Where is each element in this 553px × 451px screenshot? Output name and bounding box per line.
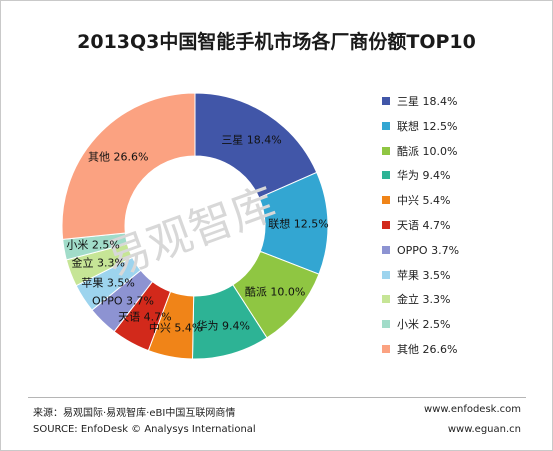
legend-label-8: 金立 3.3%: [397, 293, 451, 307]
legend-label-4: 中兴 5.4%: [397, 194, 451, 208]
slice-label-0: 三星 18.4%: [221, 133, 281, 146]
legend-swatch-9: [382, 320, 390, 329]
slice-label-1: 联想 12.5%: [268, 217, 328, 231]
legend-item-4: 中兴 5.4%: [382, 192, 459, 217]
legend-swatch-1: [382, 121, 390, 130]
legend-label-5: 天语 4.7%: [397, 218, 451, 232]
legend-swatch-3: [382, 171, 390, 180]
legend: 三星 18.4% 联想 12.5% 酷派 10.0% 华为 9.4% 中兴 5.4% 天语…: [382, 93, 459, 366]
source-cn: 来源：易观国际·易观智库·eBI中国互联网商情: [33, 408, 236, 419]
legend-swatch-2: [382, 146, 390, 155]
legend-swatch-7: [382, 270, 390, 279]
legend-item-7: 苹果 3.5%: [382, 267, 459, 292]
legend-label-7: 苹果 3.5%: [397, 268, 451, 282]
legend-item-6: OPPO 3.7%: [382, 242, 459, 267]
slice-label-3: 华为 9.4%: [197, 319, 250, 333]
slice-label-7: 苹果 3.5%: [81, 275, 134, 289]
slice-10: [61, 92, 196, 240]
legend-label-3: 华为 9.4%: [397, 169, 451, 183]
legend-item-0: 三星 18.4%: [382, 93, 459, 118]
slice-label-6: OPPO 3.7%: [92, 294, 154, 307]
donut-chart: 易观智库 三星 18.4%联想 12.5%酷派 10.0%华为 9.4%中兴 5…: [61, 92, 329, 360]
slice-label-4: 中兴 5.4%: [149, 322, 202, 335]
legend-label-10: 其他 26.6%: [397, 342, 458, 356]
legend-label-2: 酷派 10.0%: [397, 144, 458, 158]
legend-label-9: 小米 2.5%: [397, 318, 451, 332]
legend-swatch-0: [382, 97, 390, 105]
legend-item-2: 酷派 10.0%: [382, 143, 459, 168]
legend-label-0: 三星 18.4%: [397, 95, 458, 108]
legend-item-9: 小米 2.5%: [382, 316, 459, 341]
slice-label-10: 其他 26.6%: [88, 151, 148, 164]
url-eguan: www.eguan.cn: [447, 424, 521, 435]
legend-item-1: 联想 12.5%: [382, 118, 459, 143]
footer-divider: [28, 397, 526, 398]
legend-item-10: 其他 26.6%: [382, 341, 459, 366]
legend-swatch-6: [382, 245, 390, 254]
legend-item-5: 天语 4.7%: [382, 217, 459, 242]
legend-label-1: 联想 12.5%: [397, 119, 458, 133]
legend-item-3: 华为 9.4%: [382, 167, 459, 192]
slice-label-9: 小米 2.5%: [66, 238, 119, 251]
legend-swatch-10: [382, 344, 390, 353]
slice-label-8: 金立 3.3%: [71, 256, 124, 270]
slice-label-2: 酷派 10.0%: [245, 285, 305, 298]
source-en: SOURCE: EnfoDesk © Analysys Internationa…: [33, 424, 256, 435]
legend-label-6: OPPO 3.7%: [397, 243, 460, 257]
legend-swatch-4: [382, 196, 390, 205]
url-enfodesk: www.enfodesk.com: [424, 404, 521, 415]
chart-title: 2013Q3中国智能手机市场各厂商份额TOP10: [77, 31, 476, 53]
legend-item-8: 金立 3.3%: [382, 291, 459, 316]
slice-label-5: 天语 4.7%: [118, 311, 171, 324]
legend-swatch-8: [382, 295, 390, 304]
legend-swatch-5: [382, 220, 390, 229]
